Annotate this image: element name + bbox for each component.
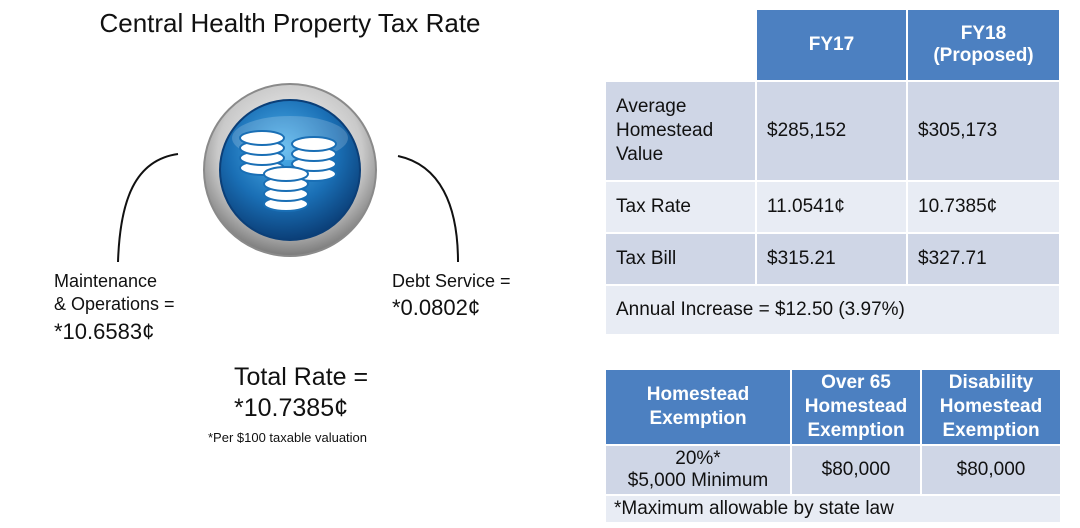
- table-row: Tax Bill $315.21 $327.71: [604, 232, 1061, 286]
- exemption-table: Homestead Exemption Over 65 Homestead Ex…: [604, 368, 1062, 524]
- table-header-row: FY17 FY18 (Proposed): [604, 8, 1061, 82]
- fy18-cell: 10.7385¢: [906, 180, 1061, 234]
- fy17-cell: $285,152: [755, 80, 908, 182]
- header-over65-exemption: Over 65 Homestead Exemption: [790, 368, 922, 446]
- valuation-footnote: *Per $100 taxable valuation: [208, 430, 368, 445]
- fy17-cell: $315.21: [755, 232, 908, 286]
- row-label: Tax Bill: [604, 232, 757, 286]
- header-homestead-exemption: Homestead Exemption: [604, 368, 792, 446]
- row-label: Average Homestead Value: [604, 80, 757, 182]
- fy18-cell: $305,173: [906, 80, 1061, 182]
- table-row: Tax Rate 11.0541¢ 10.7385¢: [604, 180, 1061, 234]
- mo-connector: [117, 153, 179, 263]
- exemption-header-row: Homestead Exemption Over 65 Homestead Ex…: [604, 368, 1062, 446]
- fy18-cell: $327.71: [906, 232, 1061, 286]
- exemption-value-row: 20%* $5,000 Minimum $80,000 $80,000: [604, 444, 1062, 496]
- over65-exemption-value: $80,000: [790, 444, 922, 496]
- header-disability-exemption: Disability Homestead Exemption: [920, 368, 1062, 446]
- debt-service-label: Debt Service =: [392, 271, 511, 291]
- mo-label: Maintenance & Operations =: [54, 271, 175, 314]
- tax-rate-table: FY17 FY18 (Proposed) Average Homestead V…: [604, 8, 1061, 336]
- annual-increase: Annual Increase = $12.50 (3.97%): [604, 284, 1061, 336]
- debt-service-value: *0.0802¢: [392, 295, 481, 320]
- homestead-exemption-value: 20%* $5,000 Minimum: [604, 444, 792, 496]
- disability-exemption-value: $80,000: [920, 444, 1062, 496]
- debt-connector: [397, 155, 459, 263]
- connector-lines: [117, 153, 459, 263]
- coin-stack-icon: [203, 83, 377, 257]
- table-row: Average Homestead Value $285,152 $305,17…: [604, 80, 1061, 182]
- page-title: Central Health Property Tax Rate: [99, 8, 481, 38]
- header-blank-cell: [604, 8, 757, 82]
- exemption-note-row: *Maximum allowable by state law: [604, 494, 1062, 524]
- total-rate-label: Total Rate =: [234, 363, 369, 391]
- row-label: Tax Rate: [604, 180, 757, 234]
- header-fy18: FY18 (Proposed): [906, 8, 1061, 82]
- total-rate-value: *10.7385¢: [234, 394, 349, 422]
- state-law-note: *Maximum allowable by state law: [604, 494, 1062, 524]
- mo-value: *10.6583¢: [54, 319, 155, 344]
- annual-increase-row: Annual Increase = $12.50 (3.97%): [604, 284, 1061, 336]
- fy17-cell: 11.0541¢: [755, 180, 908, 234]
- header-fy17: FY17: [755, 8, 908, 82]
